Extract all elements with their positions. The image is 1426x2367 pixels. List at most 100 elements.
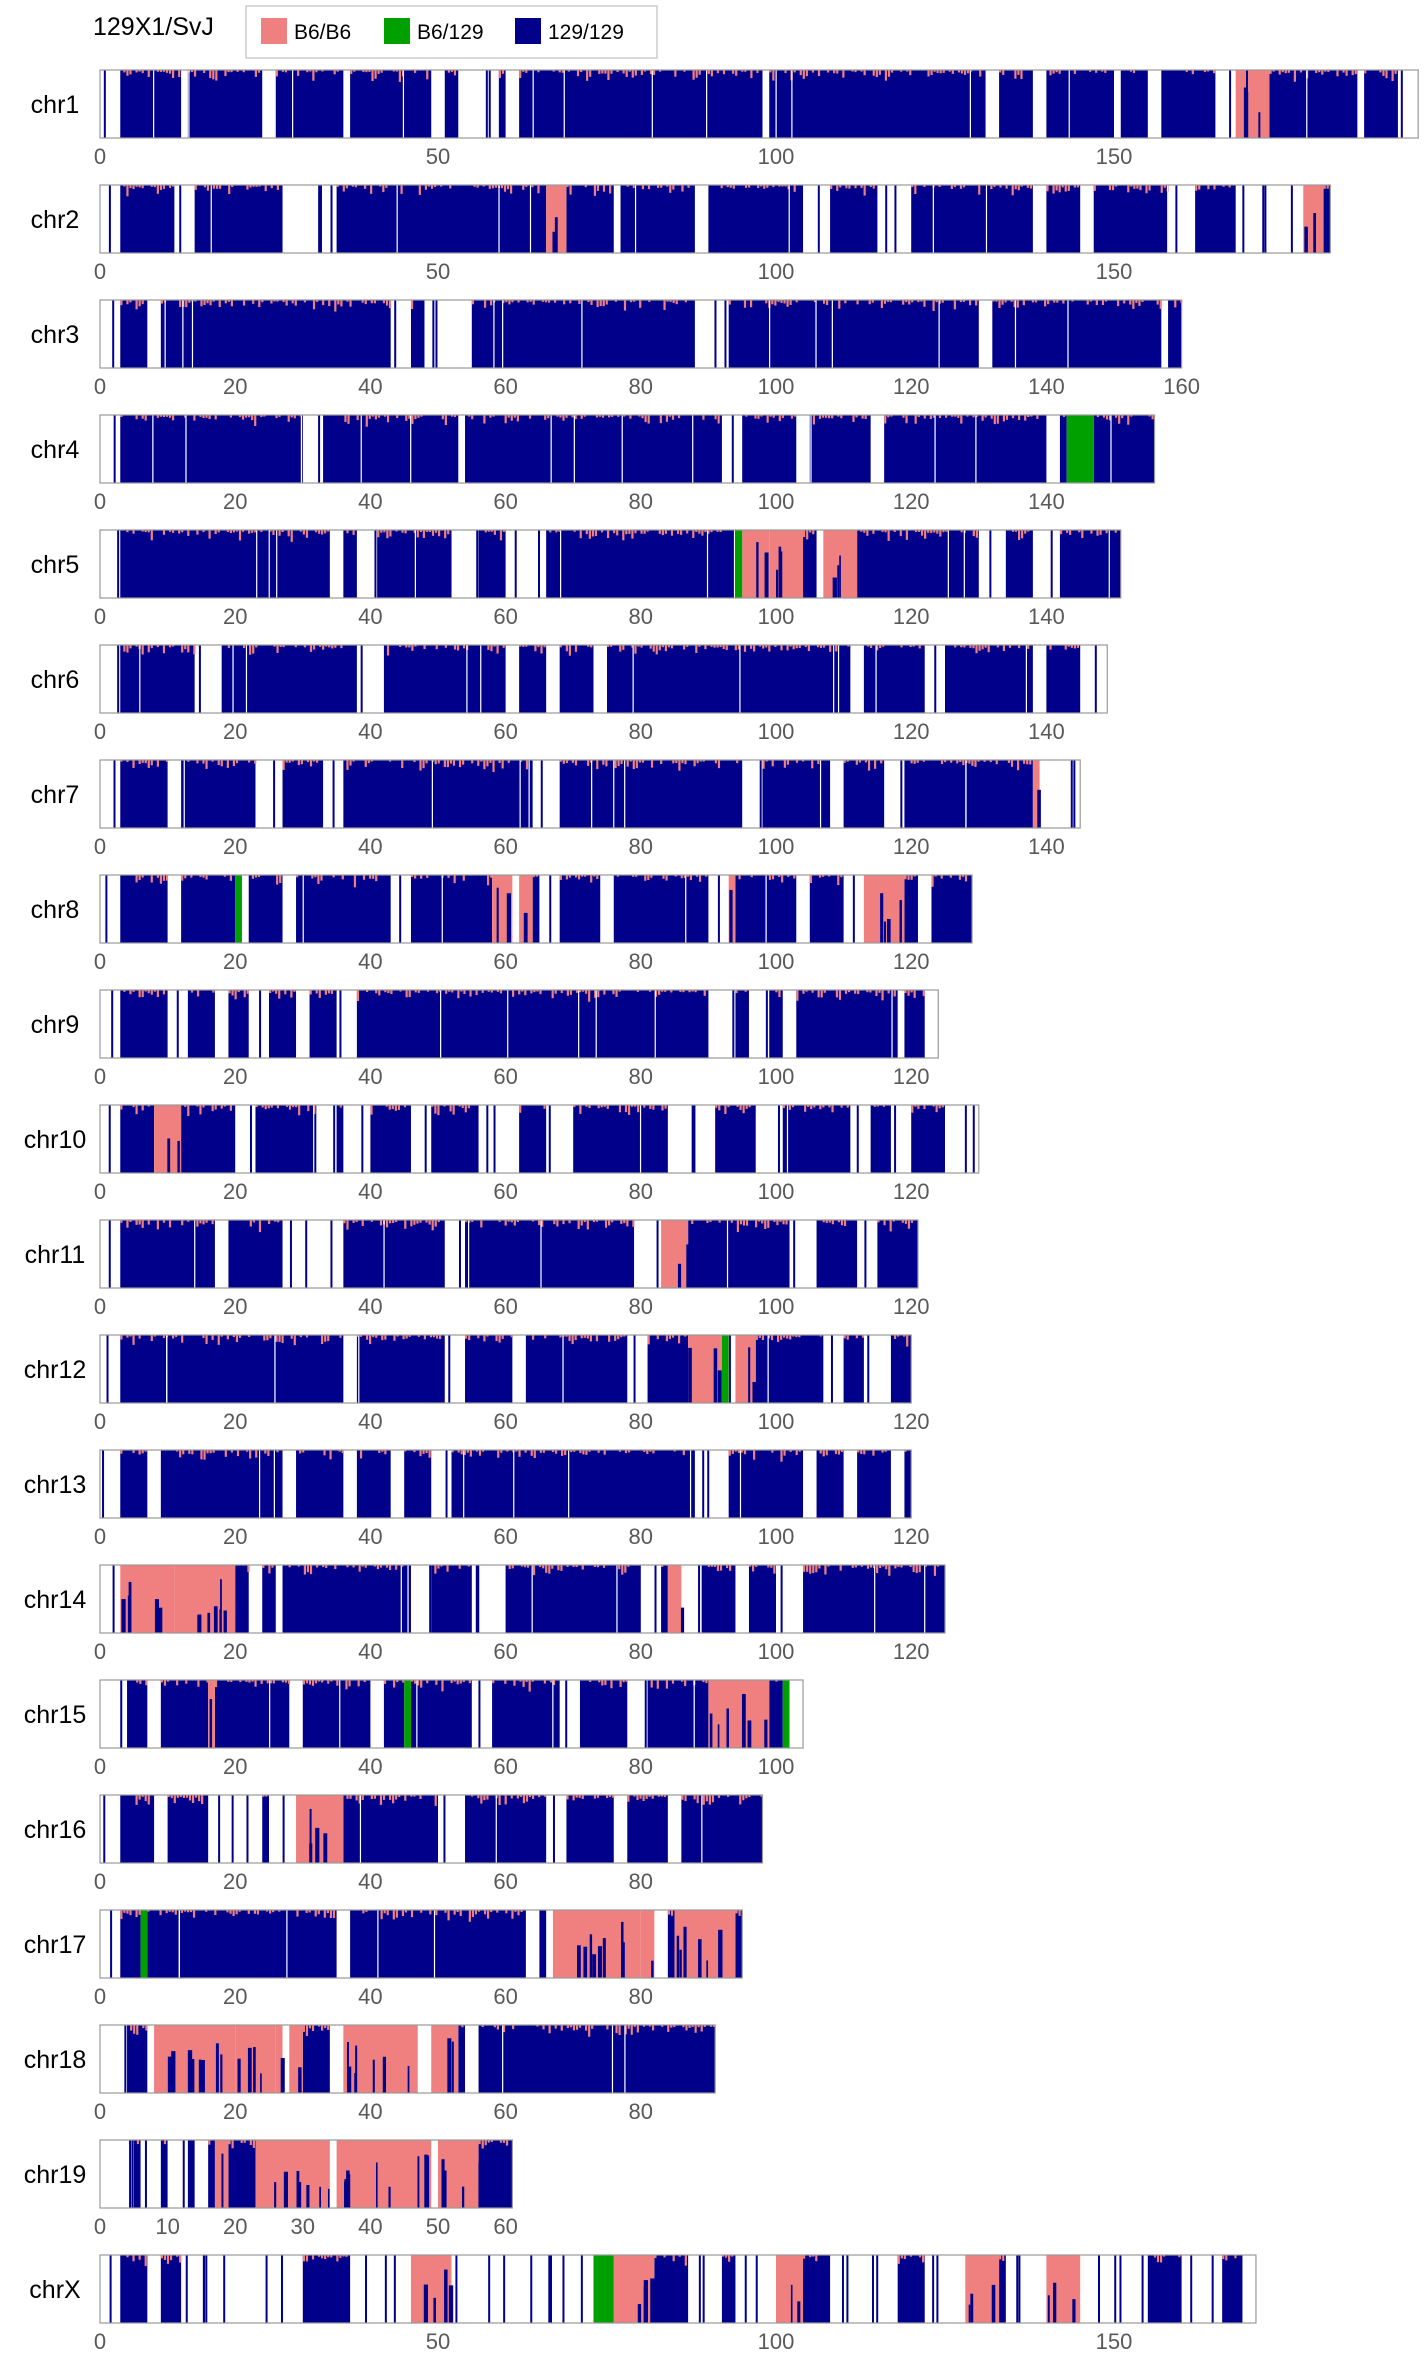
segment-129-129	[1046, 70, 1114, 138]
segment-b6-b6	[906, 70, 909, 72]
segment-b6-b6	[949, 875, 952, 878]
segment-b6-b6	[910, 760, 913, 764]
segment-b6-b6	[420, 1680, 423, 1688]
segment-b6-b6	[120, 760, 123, 762]
segment-b6-b6	[902, 300, 905, 305]
segment-b6-129	[782, 1680, 790, 1748]
segment-b6-b6	[565, 875, 568, 880]
segment-129-129	[797, 2301, 801, 2323]
missing-data-line	[786, 1105, 789, 1173]
missing-data-line	[441, 875, 443, 943]
segment-b6-b6	[559, 875, 562, 881]
segment-b6-b6	[129, 1335, 132, 1337]
missing-data-line	[562, 1335, 564, 1403]
missing-data-line	[581, 300, 583, 368]
segment-b6-b6	[705, 1680, 708, 1684]
segment-b6-b6	[811, 70, 815, 73]
segment-b6-b6	[831, 1220, 834, 1225]
segment-b6-b6	[1345, 70, 1348, 76]
segment-b6-b6	[171, 415, 175, 421]
segment-b6-b6	[165, 1910, 168, 1914]
segment-b6-b6	[569, 185, 572, 195]
segment-b6-b6	[1064, 185, 1067, 192]
segment-b6-b6	[374, 415, 377, 420]
track-border	[99, 1794, 764, 1864]
segment-b6-b6	[519, 1680, 522, 1682]
segment-b6-b6	[167, 1795, 170, 1798]
segment-b6-b6	[1225, 2255, 1228, 2261]
segment-b6-b6	[764, 1220, 767, 1229]
segment-b6-129	[721, 1335, 729, 1403]
segment-b6-b6	[628, 530, 631, 534]
segment-b6-b6	[740, 1450, 744, 1453]
segment-b6-b6	[1278, 70, 1281, 75]
segment-129-129	[931, 875, 973, 943]
segment-b6-b6	[795, 760, 799, 763]
segment-b6-b6	[1011, 185, 1014, 196]
segment-b6-b6	[643, 1450, 646, 1452]
segment-b6-b6	[139, 1680, 142, 1684]
segment-b6-b6	[278, 415, 281, 417]
segment-b6-b6	[1055, 185, 1058, 191]
missing-data-line	[634, 185, 637, 253]
segment-b6-b6	[697, 2025, 700, 2028]
segment-b6-b6	[437, 1565, 440, 1569]
missing-data-line	[1167, 185, 1169, 253]
segment-b6-b6	[410, 1795, 413, 1797]
segment-b6-b6	[748, 1795, 751, 1798]
segment-b6-b6	[296, 875, 299, 878]
segment-b6-b6	[266, 1680, 269, 1684]
chromosome-chr1: chr10 50 100 150	[31, 69, 1419, 169]
segment-b6-b6	[203, 70, 206, 73]
segment-b6-b6	[486, 1335, 489, 1337]
segment-b6-b6	[426, 1680, 429, 1684]
segment-b6-b6	[717, 415, 720, 424]
segment-129-129	[1269, 70, 1358, 138]
segment-b6-b6	[582, 1450, 585, 1455]
segment-b6-b6	[379, 1220, 383, 1226]
segment-b6-b6	[205, 1910, 208, 1912]
tick-label: 40	[358, 719, 382, 744]
segment-129-129	[519, 70, 763, 138]
segment-b6-b6	[408, 1335, 411, 1337]
segment-b6-b6	[252, 1220, 255, 1223]
segment-b6-b6	[313, 1105, 316, 1115]
missing-data-line	[274, 1335, 276, 1403]
segment-b6-b6	[129, 1220, 132, 1222]
segment-b6-b6	[909, 645, 912, 648]
segment-129-129	[936, 2255, 939, 2323]
segment-b6-b6	[457, 990, 460, 999]
segment-b6-b6	[162, 70, 166, 72]
segment-b6-b6	[255, 1450, 258, 1458]
segment-b6-b6	[258, 300, 261, 308]
segment-b6-b6	[735, 990, 738, 994]
segment-b6-b6	[609, 185, 612, 194]
segment-b6-b6	[463, 1450, 466, 1455]
tick-label: 60	[493, 1179, 517, 1204]
segment-b6-b6	[467, 1105, 470, 1109]
tick-label: 40	[358, 949, 382, 974]
segment-b6-b6	[593, 875, 596, 877]
segment-129-129	[120, 70, 182, 138]
segment-b6-b6	[630, 2025, 633, 2035]
segment-b6-b6	[568, 1220, 571, 1224]
segment-b6-b6	[553, 300, 557, 303]
segment-129-129	[488, 2255, 491, 2323]
segment-b6-b6	[279, 875, 282, 883]
segment-b6-b6	[544, 1335, 547, 1339]
segment-b6-b6	[942, 530, 945, 533]
segment-b6-b6	[339, 1335, 342, 1338]
segment-b6-b6	[214, 1105, 217, 1110]
segment-b6-b6	[447, 875, 450, 878]
segment-129-129	[198, 645, 201, 713]
segment-129-129	[702, 2255, 705, 2323]
segment-b6-b6	[771, 760, 774, 767]
segment-b6-b6	[288, 1105, 292, 1110]
segment-b6-b6	[153, 1335, 156, 1337]
segment-b6-b6	[367, 760, 370, 764]
segment-b6-b6	[675, 300, 678, 305]
segment-b6-b6	[834, 1450, 838, 1454]
segment-129-129	[602, 1938, 606, 1978]
segment-129-129	[691, 1105, 694, 1173]
